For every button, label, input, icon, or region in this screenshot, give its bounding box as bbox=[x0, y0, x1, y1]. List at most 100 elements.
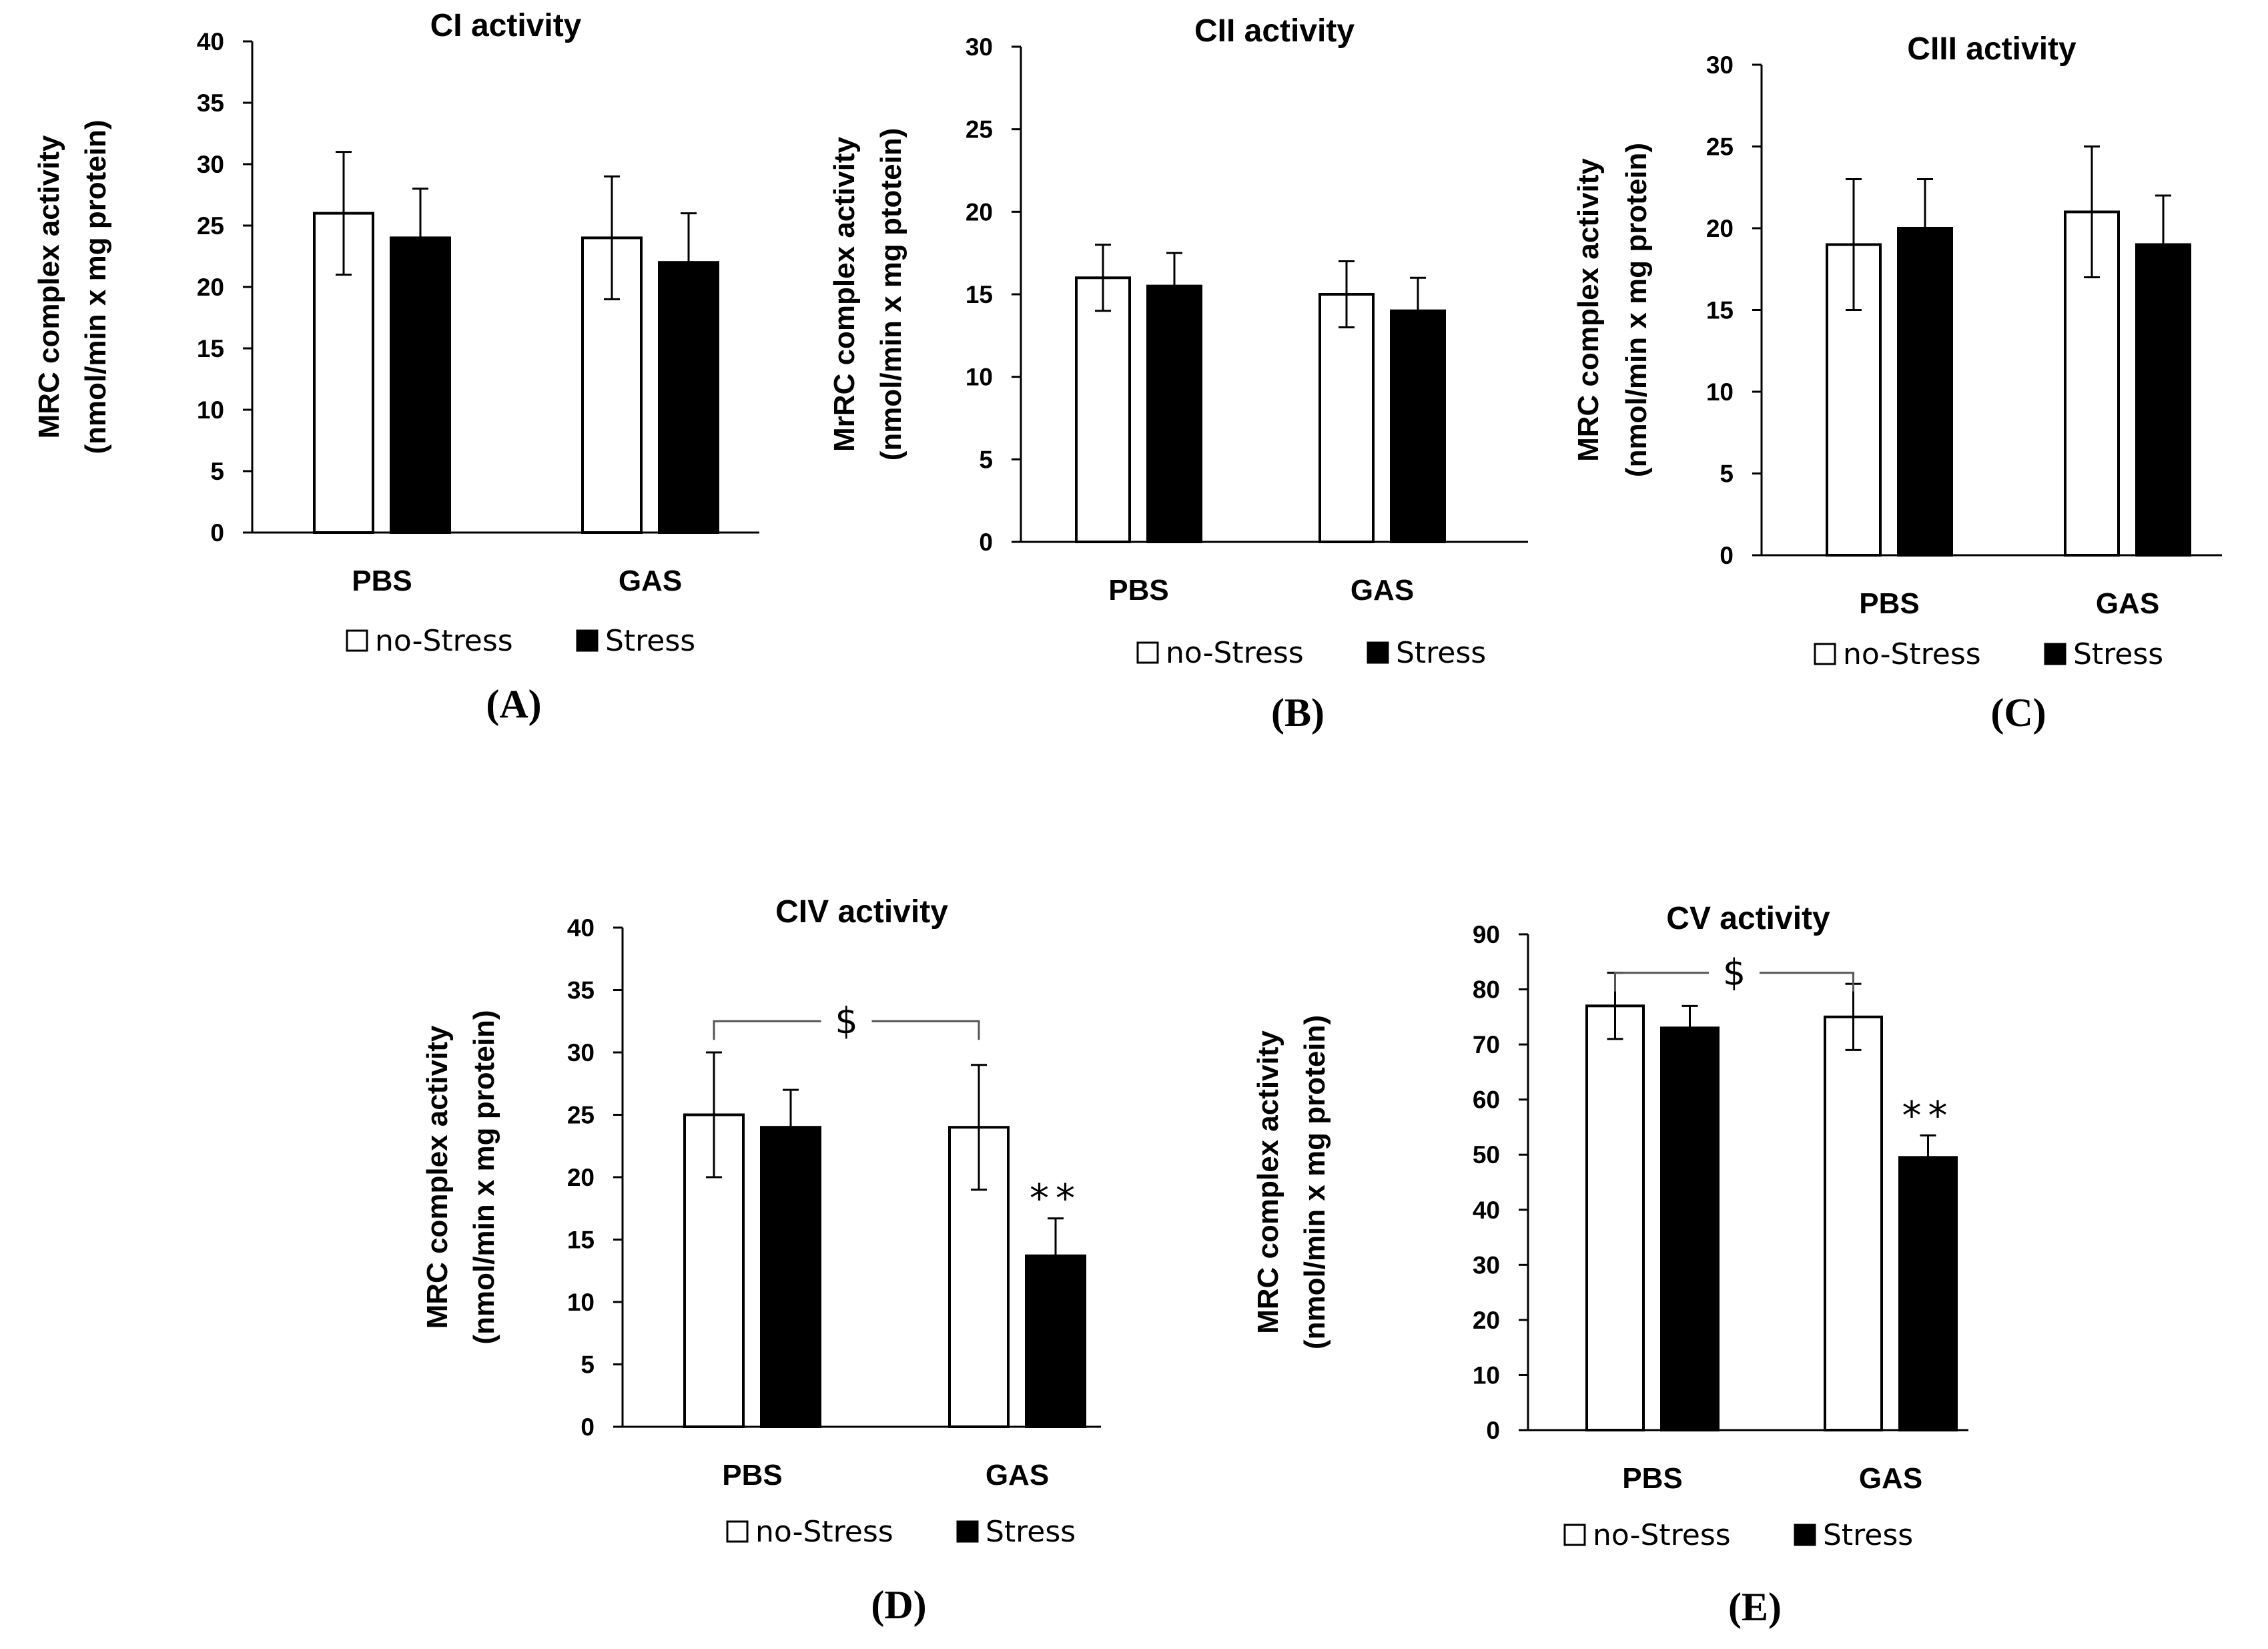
y-tick-label: 5 bbox=[979, 446, 993, 473]
significance-mark: ** bbox=[1902, 1092, 1954, 1138]
y-tick-label: 15 bbox=[1706, 297, 1734, 324]
y-axis-title: (nmol/min x mg protein) bbox=[79, 119, 112, 454]
legend-label: no-Stress bbox=[755, 1515, 893, 1549]
legend: no-Stress Stress bbox=[1563, 1518, 1913, 1552]
y-tick-label: 0 bbox=[1720, 542, 1734, 569]
significance-mark: $ bbox=[835, 1000, 857, 1042]
x-category-label: GAS bbox=[1859, 1462, 1922, 1495]
panel-label: (C) bbox=[1990, 691, 2046, 735]
y-axis-title: (nmol/min x mg ptotein) bbox=[875, 128, 907, 461]
panel-label: (D) bbox=[871, 1583, 926, 1627]
chart-panel-5: CV activity 0 10 20 30 40 50 60 70 80 90 MRC comple… bbox=[1252, 901, 1968, 1629]
y-tick-label: 30 bbox=[1706, 51, 1734, 79]
y-tick-label: 60 bbox=[1473, 1086, 1500, 1114]
y-tick-label: 35 bbox=[567, 977, 595, 1004]
x-category-label: PBS bbox=[1859, 587, 1919, 620]
legend-label: no-Stress bbox=[375, 624, 513, 658]
significance-bracket bbox=[713, 1020, 980, 1040]
panel-label: (B) bbox=[1271, 691, 1325, 735]
significance-bracket bbox=[1614, 972, 1854, 992]
y-tick-label: 30 bbox=[567, 1039, 595, 1066]
chart-title: CI activity bbox=[430, 8, 582, 43]
y-axis-title: MrRC complex activity bbox=[828, 137, 861, 452]
chart-panel-4: CIV activity 0 5 10 15 20 25 30 35 40 MRC complex … bbox=[421, 894, 1101, 1627]
y-tick-label: 30 bbox=[966, 33, 993, 61]
y-tick-label: 40 bbox=[197, 28, 224, 55]
legend-swatch bbox=[1563, 1524, 1586, 1546]
y-tick-label: 20 bbox=[1706, 215, 1734, 242]
y-tick-label: 40 bbox=[567, 914, 595, 942]
y-tick-label: 15 bbox=[197, 335, 224, 362]
y-tick-label: 90 bbox=[1473, 921, 1500, 948]
x-category-label: GAS bbox=[619, 565, 682, 597]
legend-label: no-Stress bbox=[1593, 1518, 1731, 1552]
y-axis-title: MRC complex activity bbox=[1252, 1030, 1284, 1334]
bar-pbs-stress bbox=[1897, 227, 1953, 557]
legend-label: Stress bbox=[2073, 637, 2163, 671]
legend-label: Stress bbox=[1823, 1518, 1913, 1552]
significance-mark: $ bbox=[1723, 952, 1746, 994]
y-tick-label: 15 bbox=[966, 281, 993, 308]
legend-swatch bbox=[726, 1520, 749, 1543]
bar-pbs-no-stress bbox=[1075, 276, 1131, 543]
legend: no-Stress Stress bbox=[1814, 637, 2163, 671]
y-tick-label: 5 bbox=[1720, 460, 1734, 488]
panel-label: (E) bbox=[1728, 1585, 1782, 1629]
bar-pbs-stress bbox=[1146, 284, 1202, 543]
chart-panel-2: CII activity 0 5 10 15 20 25 30 MrRC complex act… bbox=[828, 13, 1528, 735]
legend: no-Stress Stress bbox=[726, 1515, 1076, 1549]
legend-label: no-Stress bbox=[1166, 636, 1304, 670]
y-tick-label: 10 bbox=[966, 364, 993, 391]
chart-title: CV activity bbox=[1666, 901, 1830, 936]
y-tick-label: 20 bbox=[966, 198, 993, 226]
legend-swatch bbox=[1814, 643, 1836, 665]
y-tick-label: 25 bbox=[567, 1102, 595, 1129]
legend-label: no-Stress bbox=[1843, 637, 1981, 671]
y-tick-label: 20 bbox=[197, 274, 224, 301]
y-tick-label: 25 bbox=[197, 212, 224, 240]
y-axis-title: (nmol/min x mg protein) bbox=[1620, 143, 1653, 477]
chart-title: CII activity bbox=[1194, 13, 1355, 49]
legend: no-Stress Stress bbox=[346, 624, 695, 658]
y-tick-label: 10 bbox=[197, 396, 224, 424]
y-tick-label: 0 bbox=[581, 1413, 595, 1441]
y-tick-label: 10 bbox=[567, 1289, 595, 1316]
y-tick-label: 35 bbox=[197, 89, 224, 117]
x-category-label: PBS bbox=[1622, 1462, 1682, 1495]
x-category-label: PBS bbox=[1108, 574, 1168, 607]
y-tick-label: 30 bbox=[197, 151, 224, 178]
y-axis-title: (nmol/min x mg protein) bbox=[1298, 1015, 1331, 1349]
x-category-label: GAS bbox=[1351, 574, 1414, 607]
legend-swatch bbox=[1136, 641, 1159, 664]
legend-swatch bbox=[346, 629, 368, 652]
panel-label: (A) bbox=[486, 682, 541, 726]
legend-swatch bbox=[576, 629, 599, 652]
y-tick-label: 40 bbox=[1473, 1197, 1500, 1224]
bar-gas-no-stress bbox=[1318, 293, 1375, 543]
y-tick-label: 10 bbox=[1473, 1361, 1500, 1389]
bar-gas-stress bbox=[1390, 309, 1446, 543]
y-axis-title: (nmol/min x mg protein) bbox=[468, 1010, 500, 1344]
bar-gas-no-stress bbox=[1824, 1015, 1883, 1432]
y-tick-label: 25 bbox=[966, 116, 993, 143]
bar-pbs-no-stress bbox=[1585, 1004, 1645, 1432]
y-tick-label: 5 bbox=[581, 1351, 595, 1379]
y-axis-title: MRC complex activity bbox=[33, 135, 65, 438]
chart-title: CIII activity bbox=[1907, 31, 2076, 67]
significance-mark: ** bbox=[1030, 1176, 1082, 1221]
y-tick-label: 50 bbox=[1473, 1141, 1500, 1169]
legend-label: Stress bbox=[605, 624, 695, 658]
y-tick-label: 0 bbox=[979, 529, 993, 556]
y-axis-title: MRC complex activity bbox=[421, 1025, 454, 1329]
bar-pbs-stress bbox=[760, 1126, 821, 1428]
legend-swatch bbox=[2044, 643, 2066, 665]
x-category-label: GAS bbox=[2096, 587, 2159, 620]
y-tick-label: 20 bbox=[567, 1164, 595, 1191]
y-tick-label: 20 bbox=[1473, 1307, 1500, 1334]
y-axis-title: MRC complex activity bbox=[1572, 158, 1605, 462]
y-tick-label: 15 bbox=[567, 1227, 595, 1254]
chart-title: CIV activity bbox=[775, 894, 948, 930]
legend-label: Stress bbox=[1396, 636, 1486, 670]
y-tick-label: 0 bbox=[210, 519, 224, 547]
y-tick-label: 5 bbox=[210, 458, 224, 485]
